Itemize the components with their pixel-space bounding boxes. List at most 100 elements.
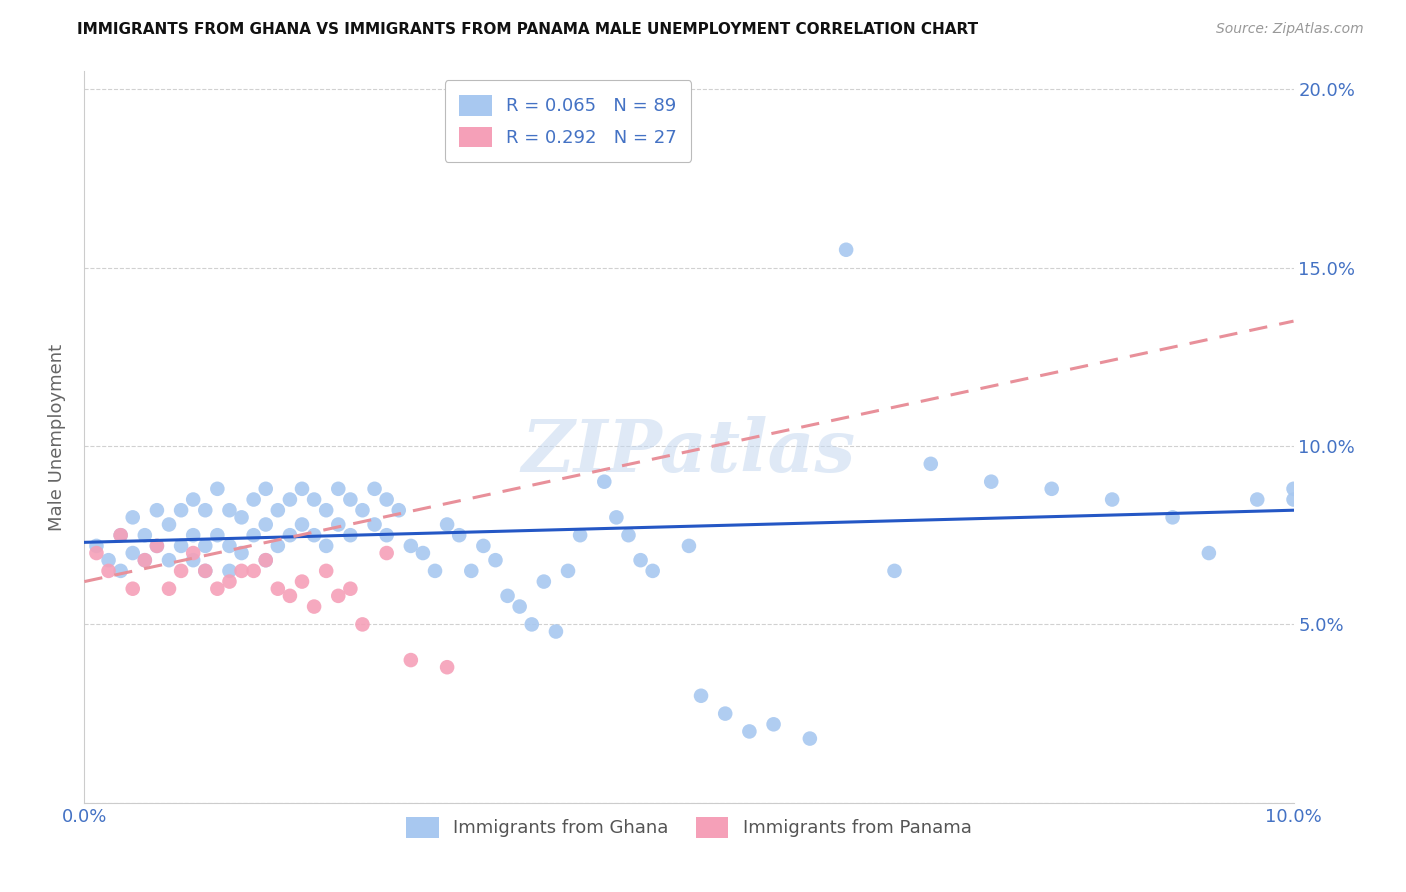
Point — [569, 528, 592, 542]
Point — [194, 564, 217, 578]
Point — [375, 546, 398, 560]
Point — [436, 517, 458, 532]
Point — [557, 564, 579, 578]
Point — [146, 503, 169, 517]
Point — [254, 553, 277, 567]
Point — [86, 546, 108, 560]
Point — [363, 482, 385, 496]
Point — [157, 517, 180, 532]
Point — [496, 589, 519, 603]
Point — [423, 564, 446, 578]
Point — [254, 517, 277, 532]
Point — [399, 653, 422, 667]
Point — [231, 510, 253, 524]
Point — [641, 564, 664, 578]
Point — [218, 564, 240, 578]
Point — [170, 539, 193, 553]
Point — [363, 517, 385, 532]
Point — [399, 539, 422, 553]
Point — [762, 717, 785, 731]
Point — [157, 553, 180, 567]
Point — [267, 539, 290, 553]
Point — [339, 528, 361, 542]
Point — [328, 517, 350, 532]
Point — [181, 546, 204, 560]
Point — [134, 528, 156, 542]
Point — [1198, 546, 1220, 560]
Point — [254, 482, 277, 496]
Point — [690, 689, 713, 703]
Point — [207, 528, 229, 542]
Point — [1040, 482, 1063, 496]
Point — [1101, 492, 1123, 507]
Point — [194, 503, 217, 517]
Point — [315, 564, 337, 578]
Point — [449, 528, 471, 542]
Point — [291, 574, 314, 589]
Point — [121, 546, 143, 560]
Point — [242, 492, 264, 507]
Text: ZIPatlas: ZIPatlas — [522, 417, 856, 487]
Point — [315, 539, 337, 553]
Point — [328, 482, 350, 496]
Point — [231, 546, 253, 560]
Point — [207, 482, 229, 496]
Point — [617, 528, 640, 542]
Point — [328, 589, 350, 603]
Point — [436, 660, 458, 674]
Point — [533, 574, 555, 589]
Point — [146, 539, 169, 553]
Point — [920, 457, 942, 471]
Point — [97, 564, 120, 578]
Point — [146, 539, 169, 553]
Point — [460, 564, 482, 578]
Text: Source: ZipAtlas.com: Source: ZipAtlas.com — [1216, 22, 1364, 37]
Point — [617, 136, 640, 150]
Y-axis label: Male Unemployment: Male Unemployment — [48, 343, 66, 531]
Point — [544, 624, 567, 639]
Point — [121, 582, 143, 596]
Point — [375, 528, 398, 542]
Point — [218, 574, 240, 589]
Point — [302, 492, 325, 507]
Point — [181, 492, 204, 507]
Point — [302, 528, 325, 542]
Point — [835, 243, 858, 257]
Point — [714, 706, 737, 721]
Point — [375, 492, 398, 507]
Legend: Immigrants from Ghana, Immigrants from Panama: Immigrants from Ghana, Immigrants from P… — [399, 810, 979, 845]
Point — [110, 528, 132, 542]
Point — [97, 553, 120, 567]
Point — [134, 553, 156, 567]
Point — [278, 589, 301, 603]
Point — [520, 617, 543, 632]
Point — [339, 582, 361, 596]
Point — [302, 599, 325, 614]
Point — [267, 503, 290, 517]
Point — [254, 553, 277, 567]
Point — [412, 546, 434, 560]
Point — [630, 553, 652, 567]
Point — [678, 539, 700, 553]
Point — [278, 492, 301, 507]
Point — [170, 503, 193, 517]
Point — [242, 564, 264, 578]
Point — [980, 475, 1002, 489]
Point — [1246, 492, 1268, 507]
Point — [738, 724, 761, 739]
Point — [110, 528, 132, 542]
Text: IMMIGRANTS FROM GHANA VS IMMIGRANTS FROM PANAMA MALE UNEMPLOYMENT CORRELATION CH: IMMIGRANTS FROM GHANA VS IMMIGRANTS FROM… — [77, 22, 979, 37]
Point — [352, 503, 374, 517]
Point — [593, 475, 616, 489]
Point — [86, 539, 108, 553]
Point — [291, 482, 314, 496]
Point — [1161, 510, 1184, 524]
Point — [1282, 492, 1305, 507]
Point — [267, 582, 290, 596]
Point — [605, 510, 627, 524]
Point — [278, 528, 301, 542]
Point — [194, 564, 217, 578]
Point — [291, 517, 314, 532]
Point — [231, 564, 253, 578]
Point — [218, 503, 240, 517]
